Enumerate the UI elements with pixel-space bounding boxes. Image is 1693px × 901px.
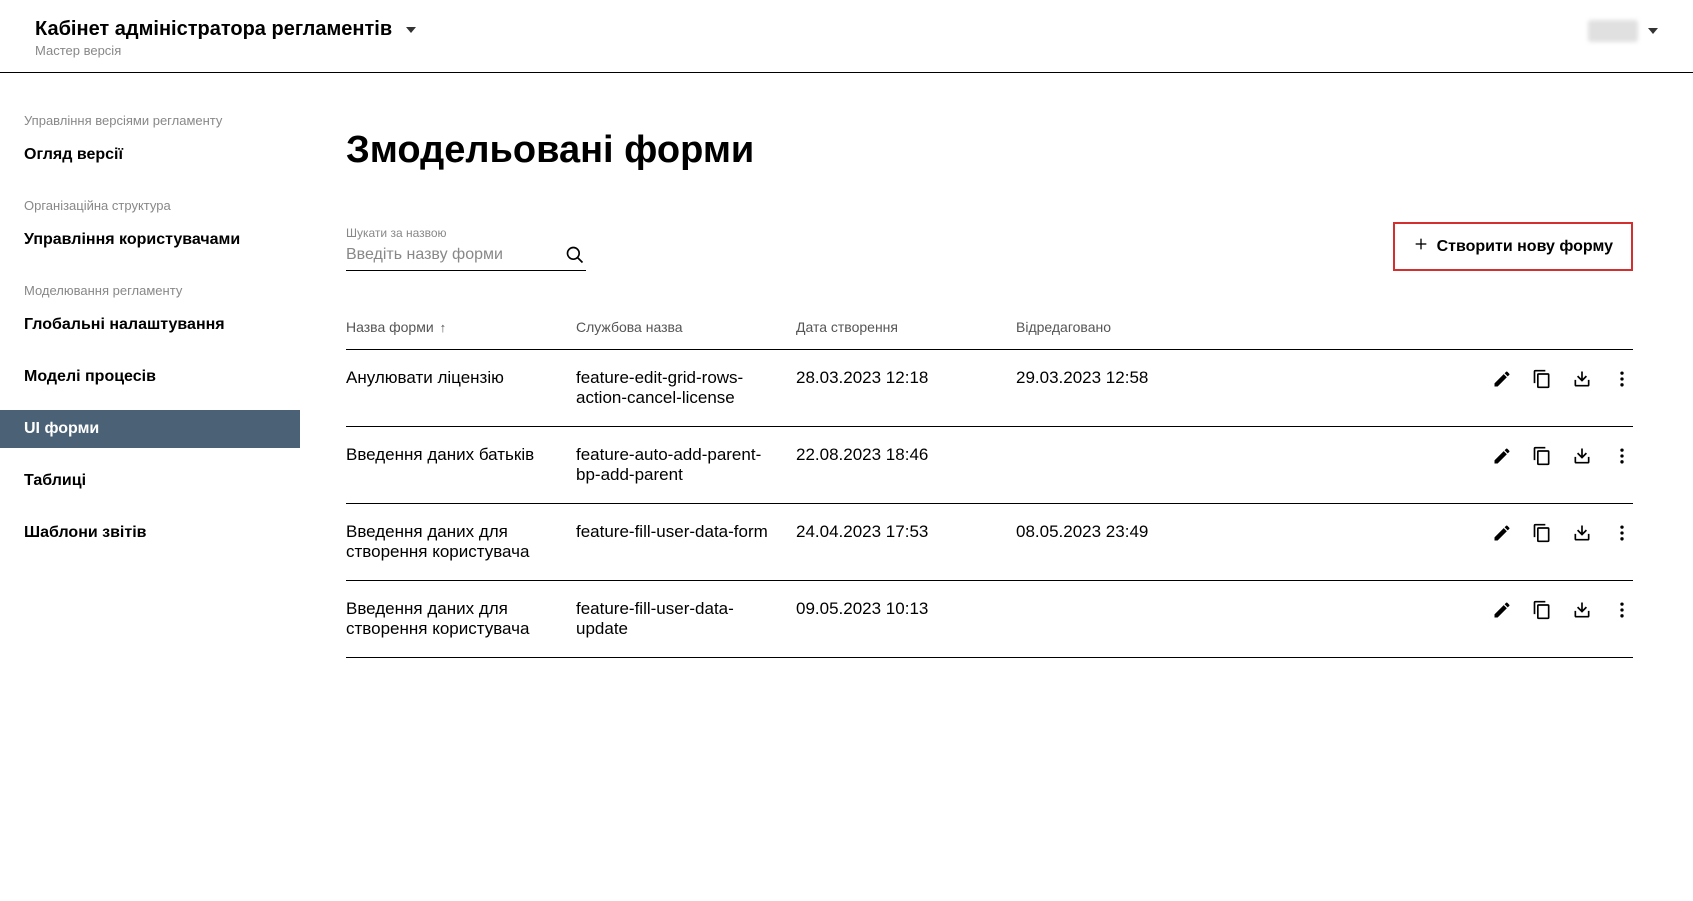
app-title: Кабінет адміністратора регламентів: [35, 18, 392, 41]
edit-icon[interactable]: [1491, 522, 1513, 544]
cell-edited: 08.05.2023 23:49: [1016, 522, 1236, 542]
table-row: Введення даних батьківfeature-auto-add-p…: [346, 427, 1633, 504]
sidebar-item-version-overview[interactable]: Огляд версії: [0, 136, 300, 174]
cell-name: Анулювати ліцензію: [346, 368, 576, 388]
edit-icon[interactable]: [1491, 368, 1513, 390]
user-menu[interactable]: [1588, 20, 1658, 42]
app-subtitle: Мастер версія: [35, 43, 416, 58]
download-icon[interactable]: [1571, 522, 1593, 544]
sidebar-item-global-settings[interactable]: Глобальні налаштування: [0, 306, 300, 344]
top-bar: Кабінет адміністратора регламентів Масте…: [0, 0, 1693, 73]
table-row: Введення даних для створення користувача…: [346, 581, 1633, 658]
search-wrap: Шукати за назвою: [346, 226, 586, 271]
cell-system-name: feature-auto-add-parent-bp-add-parent: [576, 445, 796, 485]
more-icon[interactable]: [1611, 599, 1633, 621]
sidebar-item-process-models[interactable]: Моделі процесів: [0, 358, 300, 396]
plus-icon: [1413, 236, 1429, 257]
search-icon[interactable]: [564, 244, 586, 266]
cell-name: Введення даних для створення користувача: [346, 599, 576, 639]
chevron-down-icon: [406, 27, 416, 33]
download-icon[interactable]: [1571, 445, 1593, 467]
cell-name: Введення даних для створення користувача: [346, 522, 576, 562]
cell-system-name: feature-fill-user-data-update: [576, 599, 796, 639]
cell-actions: [1236, 522, 1633, 544]
sidebar-item-tables[interactable]: Таблиці: [0, 462, 300, 500]
layout: Управління версіями регламентуОгляд верс…: [0, 73, 1693, 698]
sidebar-section-label: Моделювання регламенту: [0, 273, 300, 306]
copy-icon[interactable]: [1531, 522, 1553, 544]
column-header-system-name[interactable]: Службова назва: [576, 319, 796, 335]
top-left: Кабінет адміністратора регламентів Масте…: [35, 18, 416, 58]
column-header-created[interactable]: Дата створення: [796, 319, 1016, 335]
user-name-blurred: [1588, 20, 1638, 42]
table-header: Назва форми ↑ Службова назва Дата створе…: [346, 311, 1633, 350]
download-icon[interactable]: [1571, 599, 1593, 621]
page-title: Змодельовані форми: [346, 129, 1633, 172]
more-icon[interactable]: [1611, 445, 1633, 467]
cell-system-name: feature-edit-grid-rows-action-cancel-lic…: [576, 368, 796, 408]
more-icon[interactable]: [1611, 522, 1633, 544]
sidebar-section-label: Організаційна структура: [0, 188, 300, 221]
download-icon[interactable]: [1571, 368, 1593, 390]
cell-actions: [1236, 445, 1633, 467]
column-header-edited[interactable]: Відредаговано: [1016, 319, 1236, 335]
chevron-down-icon: [1648, 28, 1658, 34]
edit-icon[interactable]: [1491, 445, 1513, 467]
main-content: Змодельовані форми Шукати за назвою Ство…: [300, 73, 1693, 698]
column-header-actions: [1236, 319, 1633, 335]
cell-actions: [1236, 599, 1633, 621]
app-title-row[interactable]: Кабінет адміністратора регламентів: [35, 18, 416, 41]
cell-edited: 29.03.2023 12:58: [1016, 368, 1236, 388]
cell-created: 24.04.2023 17:53: [796, 522, 1016, 542]
copy-icon[interactable]: [1531, 445, 1553, 467]
cell-created: 09.05.2023 10:13: [796, 599, 1016, 619]
search-label: Шукати за назвою: [346, 226, 586, 240]
cell-actions: [1236, 368, 1633, 390]
table-body: Анулювати ліцензіюfeature-edit-grid-rows…: [346, 350, 1633, 658]
sidebar-item-report-templates[interactable]: Шаблони звітів: [0, 514, 300, 552]
sort-ascending-icon: ↑: [440, 320, 447, 335]
edit-icon[interactable]: [1491, 599, 1513, 621]
sidebar-item-user-management[interactable]: Управління користувачами: [0, 221, 300, 259]
create-button-label: Створити нову форму: [1437, 238, 1613, 256]
cell-created: 22.08.2023 18:46: [796, 445, 1016, 465]
cell-name: Введення даних батьків: [346, 445, 576, 465]
sidebar: Управління версіями регламентуОгляд верс…: [0, 73, 300, 698]
more-icon[interactable]: [1611, 368, 1633, 390]
copy-icon[interactable]: [1531, 599, 1553, 621]
toolbar: Шукати за назвою Створити нову форму: [346, 222, 1633, 271]
column-header-name[interactable]: Назва форми ↑: [346, 319, 576, 335]
search-input-row: [346, 244, 586, 271]
cell-created: 28.03.2023 12:18: [796, 368, 1016, 388]
sidebar-section-label: Управління версіями регламенту: [0, 103, 300, 136]
table-row: Анулювати ліцензіюfeature-edit-grid-rows…: [346, 350, 1633, 427]
sidebar-item-ui-forms[interactable]: UI форми: [0, 410, 300, 448]
create-form-button[interactable]: Створити нову форму: [1393, 222, 1633, 271]
search-input[interactable]: [346, 246, 554, 264]
table-row: Введення даних для створення користувача…: [346, 504, 1633, 581]
copy-icon[interactable]: [1531, 368, 1553, 390]
cell-system-name: feature-fill-user-data-form: [576, 522, 796, 542]
